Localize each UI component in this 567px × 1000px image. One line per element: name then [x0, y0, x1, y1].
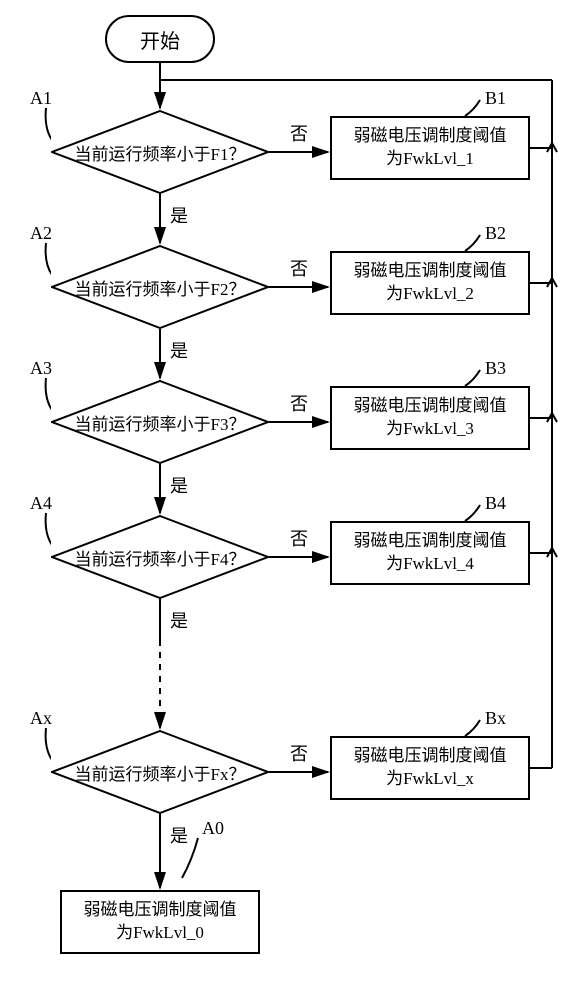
decision-A4: 当前运行频率小于F4？	[51, 515, 269, 599]
tag-B1: B1	[485, 88, 506, 109]
result-B1: 弱磁电压调制度阈值 为FwkLvl_1	[330, 116, 530, 180]
tag-A4: A4	[30, 493, 52, 514]
result-B2-line2: 为FwkLvl_2	[386, 283, 474, 306]
no-label-4: 否	[290, 525, 308, 551]
result-B1-line1: 弱磁电压调制度阈值	[354, 125, 507, 148]
no-label-1: 否	[290, 120, 308, 146]
decision-Ax: 当前运行频率小于Fx？	[51, 730, 269, 814]
result-A0-line2: 为FwkLvl_0	[116, 922, 204, 945]
decision-A2-text: 当前运行频率小于F2？	[75, 275, 246, 300]
result-Bx-line1: 弱磁电压调制度阈值	[354, 745, 507, 768]
yes-label-2: 是	[170, 337, 188, 363]
decision-A3-text: 当前运行频率小于F3？	[75, 410, 246, 435]
result-B3-line1: 弱磁电压调制度阈值	[354, 395, 507, 418]
result-B4: 弱磁电压调制度阈值 为FwkLvl_4	[330, 521, 530, 585]
tag-A3: A3	[30, 358, 52, 379]
tag-Bx: Bx	[485, 708, 506, 729]
result-Bx: 弱磁电压调制度阈值 为FwkLvl_x	[330, 736, 530, 800]
tag-A1: A1	[30, 88, 52, 109]
decision-Ax-text: 当前运行频率小于Fx？	[75, 760, 246, 785]
result-B4-line1: 弱磁电压调制度阈值	[354, 530, 507, 553]
flowchart-canvas: 开始 当前运行频率小于F1？ 当前运行频率小于F2？ 当前运行频率小于F3？ 当…	[0, 0, 567, 1000]
result-B2-line1: 弱磁电压调制度阈值	[354, 260, 507, 283]
start-node: 开始	[105, 15, 215, 63]
result-B2: 弱磁电压调制度阈值 为FwkLvl_2	[330, 251, 530, 315]
yes-label-x: 是	[170, 822, 188, 848]
result-B3-line2: 为FwkLvl_3	[386, 418, 474, 441]
decision-A1-text: 当前运行频率小于F1？	[75, 140, 246, 165]
decision-A1: 当前运行频率小于F1？	[51, 110, 269, 194]
result-B3: 弱磁电压调制度阈值 为FwkLvl_3	[330, 386, 530, 450]
tag-B3: B3	[485, 358, 506, 379]
yes-label-4: 是	[170, 607, 188, 633]
result-Bx-line2: 为FwkLvl_x	[386, 768, 474, 791]
yes-label-3: 是	[170, 472, 188, 498]
result-B1-line2: 为FwkLvl_1	[386, 148, 474, 171]
tag-A2: A2	[30, 223, 52, 244]
decision-A2: 当前运行频率小于F2？	[51, 245, 269, 329]
decision-A4-text: 当前运行频率小于F4？	[75, 545, 246, 570]
tag-B4: B4	[485, 493, 506, 514]
tag-B2: B2	[485, 223, 506, 244]
result-A0: 弱磁电压调制度阈值 为FwkLvl_0	[60, 890, 260, 954]
decision-A3: 当前运行频率小于F3？	[51, 380, 269, 464]
yes-label-1: 是	[170, 202, 188, 228]
no-label-x: 否	[290, 740, 308, 766]
start-label: 开始	[140, 25, 180, 54]
no-label-3: 否	[290, 390, 308, 416]
tag-Ax: Ax	[30, 708, 52, 729]
result-B4-line2: 为FwkLvl_4	[386, 553, 474, 576]
no-label-2: 否	[290, 255, 308, 281]
result-A0-line1: 弱磁电压调制度阈值	[84, 899, 237, 922]
tag-A0: A0	[202, 818, 224, 839]
